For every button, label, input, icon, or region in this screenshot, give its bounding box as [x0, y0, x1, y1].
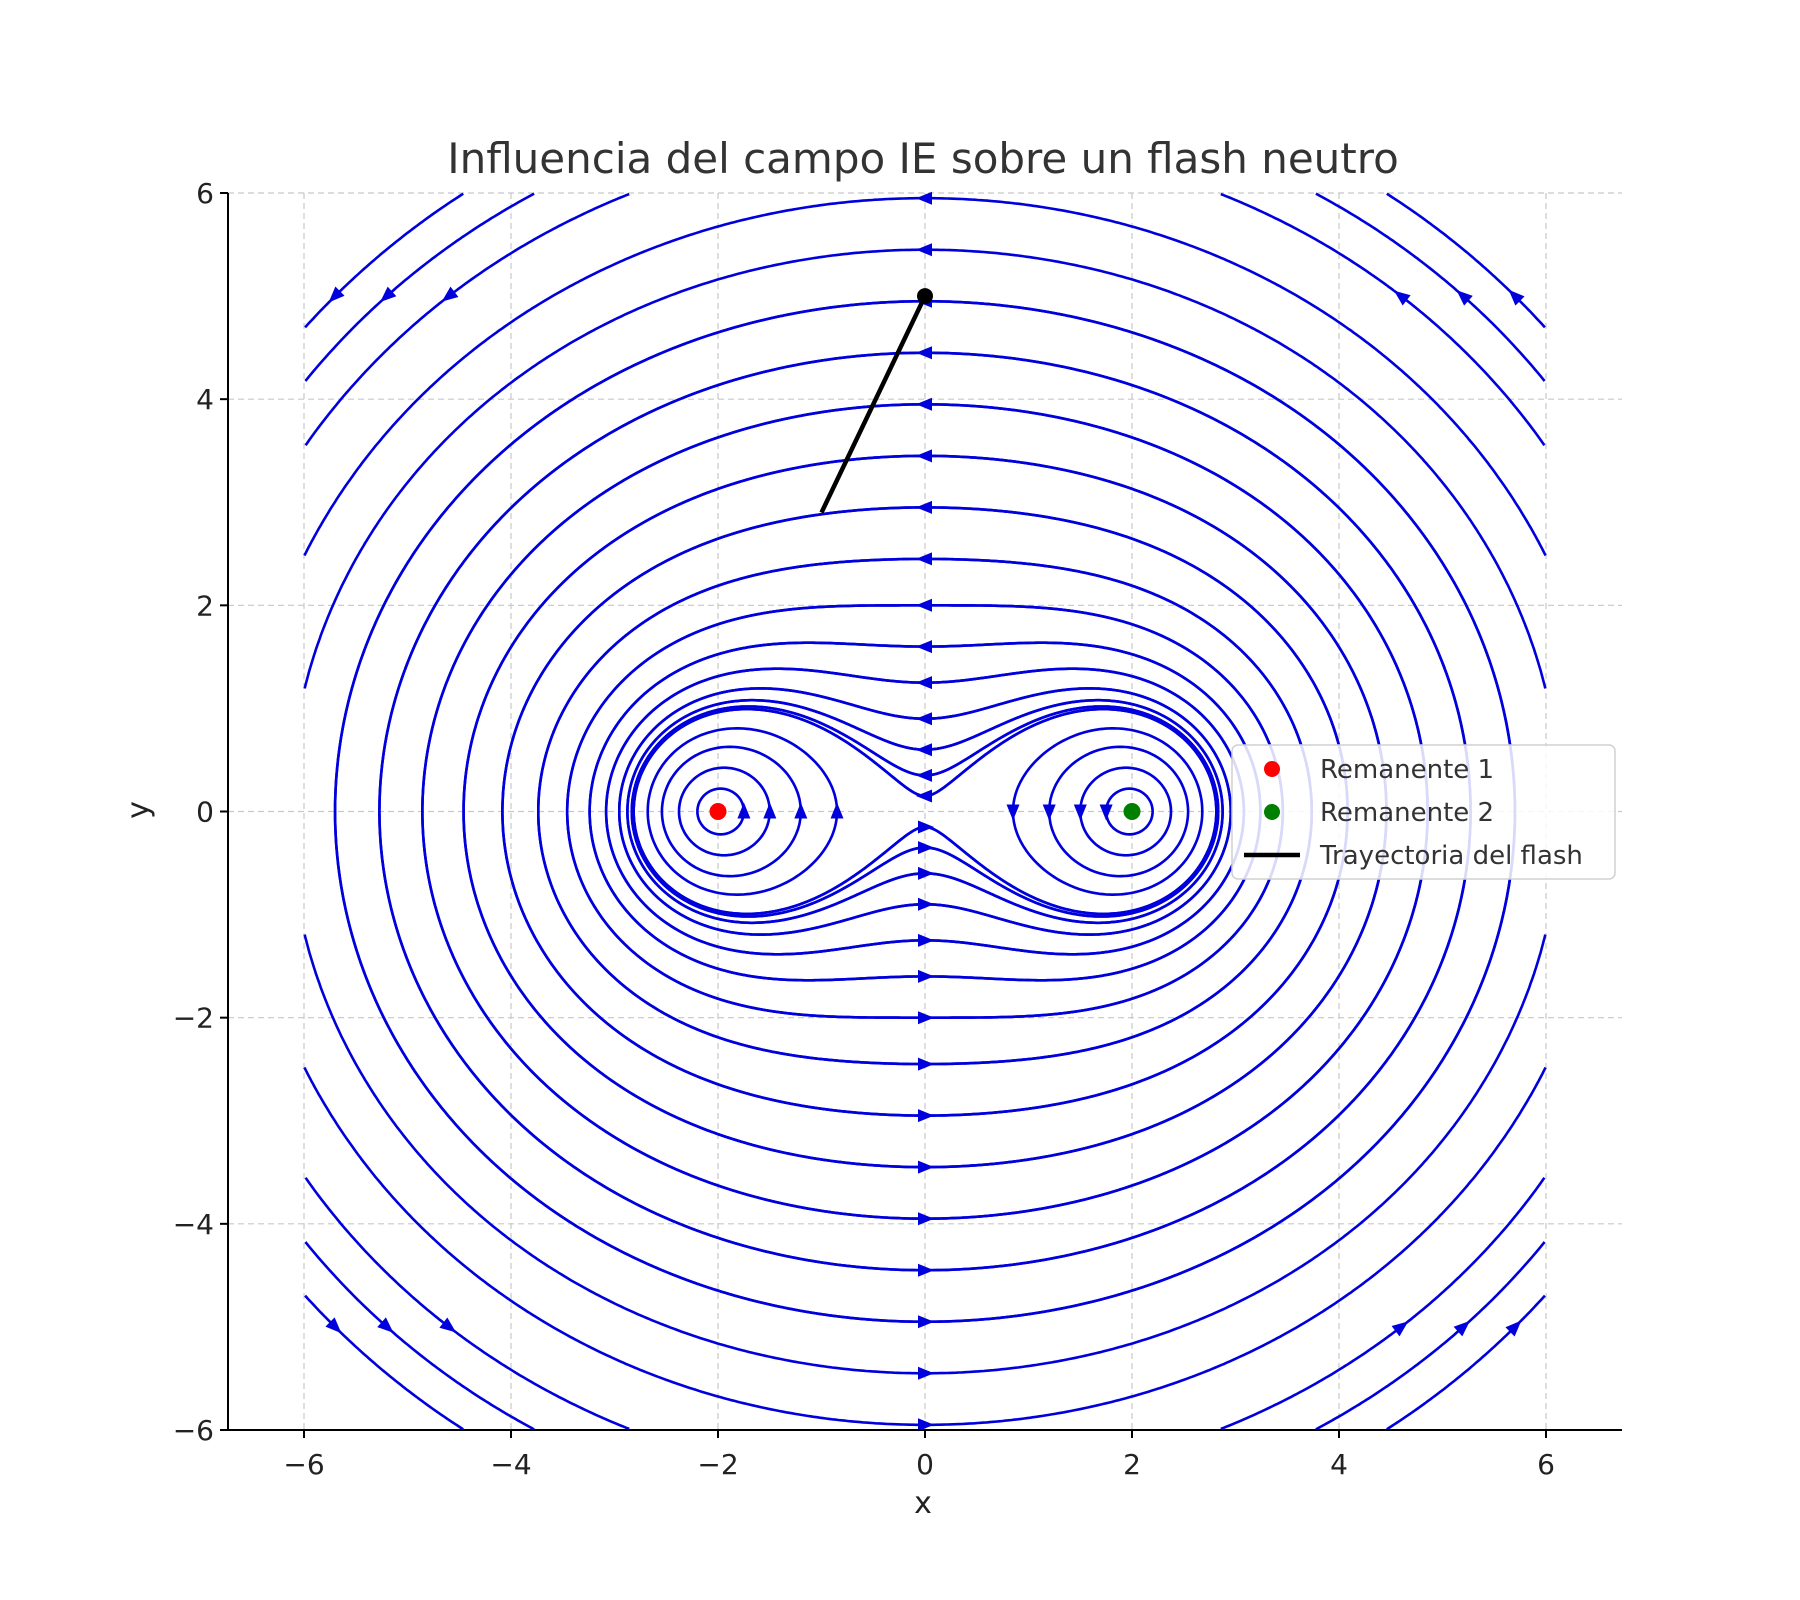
legend-box [1231, 744, 1616, 880]
streamline-arrow [439, 1317, 457, 1333]
x-tick-label: 4 [1330, 1448, 1348, 1481]
streamline-arrow [918, 1160, 934, 1174]
x-ticks: −6 −4 −2 0 2 4 6 [283, 1430, 1555, 1481]
streamline [304, 192, 464, 329]
streamline-arrow [1456, 290, 1473, 306]
legend-label: Remanente 2 [1320, 798, 1494, 828]
streamline [304, 1241, 535, 1431]
streamline-arrow [737, 802, 751, 819]
streamline [1315, 192, 1546, 382]
streamline-arrow [328, 286, 345, 303]
y-tick-label: 0 [196, 796, 214, 829]
streamline-arrow [794, 802, 808, 819]
streamline-arrow [1508, 289, 1525, 306]
streamline-arrow [1099, 804, 1113, 821]
x-axis-label: x [914, 1486, 932, 1521]
streamline-arrow [918, 1057, 934, 1071]
grid [228, 192, 1622, 1431]
series [709, 288, 1141, 820]
streamline-arrow [918, 933, 934, 947]
streamline-arrow [918, 1418, 934, 1432]
x-tick-label: −6 [283, 1448, 324, 1481]
streamline [1386, 192, 1546, 329]
chart-title: Influencia del campo IE sobre un flash n… [447, 134, 1399, 183]
flash-trajectory-line [819, 295, 928, 514]
streamline-arrow [916, 243, 932, 257]
streamline-arrow [1453, 1320, 1470, 1337]
streamline [304, 192, 630, 446]
legend: Remanente 1 Remanente 2 Trayectoria del fl… [1231, 744, 1616, 880]
y-tick-label: −6 [173, 1414, 214, 1447]
y-tick-label: 6 [196, 177, 214, 210]
streamline [1315, 1241, 1546, 1431]
streamline [304, 1294, 464, 1431]
y-tick-label: −2 [173, 1002, 214, 1035]
y-tick-label: 4 [196, 383, 214, 416]
streamlines [303, 191, 1547, 1432]
streamline [1220, 192, 1546, 446]
y-ticks: −6 −4 −2 0 2 4 6 [173, 177, 228, 1447]
remnant-point [709, 803, 727, 820]
streamline [304, 1177, 630, 1431]
legend-swatch-point [1264, 761, 1280, 777]
streamline-arrow [1042, 804, 1056, 821]
streamline-arrow [918, 1263, 934, 1277]
streamline-arrow [918, 1011, 934, 1025]
legend-label: Remanente 1 [1320, 755, 1494, 785]
y-axis-label: y [121, 801, 156, 819]
streamline-arrow [918, 820, 934, 834]
streamline-arrow [830, 802, 844, 819]
streamline-arrow [1073, 804, 1087, 821]
legend-label: Trayectoria del flash [1319, 841, 1583, 871]
streamline-arrow [380, 286, 397, 303]
streamline-arrow [1006, 804, 1020, 821]
streamline-arrow [916, 191, 932, 205]
streamline-arrow [918, 841, 934, 855]
streamline-arrow [918, 1315, 934, 1329]
streamline [304, 192, 535, 382]
streamline-arrow [918, 1366, 934, 1380]
streamline-arrow [918, 1212, 934, 1226]
y-tick-label: −4 [173, 1208, 214, 1241]
x-tick-label: 2 [1123, 1448, 1141, 1481]
streamline-arrow [918, 866, 934, 880]
x-tick-label: −4 [490, 1448, 531, 1481]
legend-swatch-point [1264, 804, 1280, 820]
streamline [1220, 1177, 1546, 1431]
streamline-arrow [763, 802, 777, 819]
streamline-arrow [441, 286, 459, 302]
x-tick-label: −2 [697, 1448, 738, 1481]
streamline-arrow [918, 969, 934, 983]
y-tick-label: 2 [196, 589, 214, 622]
x-tick-label: 0 [916, 1448, 934, 1481]
streamline-arrow [918, 1109, 934, 1123]
streamline-arrow [325, 1317, 342, 1334]
flash-position-marker [917, 288, 933, 305]
streamline-arrow [1505, 1320, 1522, 1337]
streamline-arrow [918, 897, 934, 911]
streamline-arrow [377, 1317, 394, 1333]
streamline-arrow [1391, 1321, 1409, 1337]
streamline [1386, 1294, 1546, 1431]
remnant-point [1123, 803, 1141, 820]
streamline-arrow [1393, 290, 1411, 306]
x-tick-label: 6 [1537, 1448, 1555, 1481]
